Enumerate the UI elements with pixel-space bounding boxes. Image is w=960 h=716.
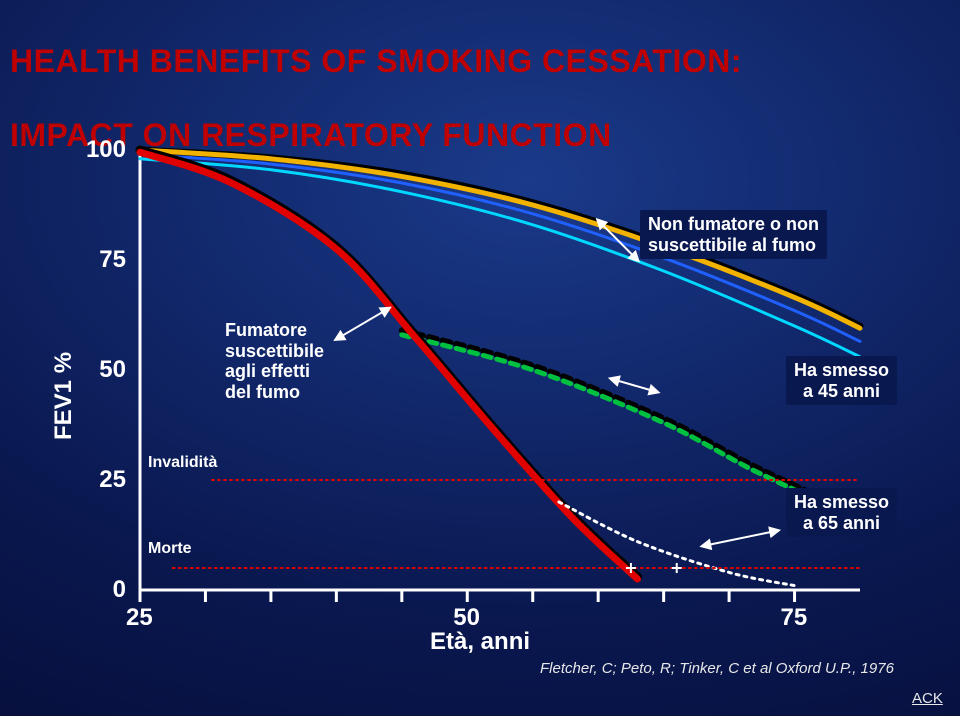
x-tick-25: 25 [126,604,153,632]
y-tick-25: 25 [99,466,126,494]
arrow-stopped45-arrow [611,379,657,392]
annotation-morte: Morte [148,540,192,558]
annotation-stopped-45: Ha smesso a 45 anni [786,356,897,405]
y-tick-50: 50 [99,356,126,384]
arrow-smoker-arrow [336,308,388,339]
y-tick-0: 0 [113,576,126,604]
arrow-stopped65-arrow [703,531,778,546]
annotation-smoker: Fumatore suscettibile agli effetti del f… [225,320,324,403]
series-smoker [140,152,637,579]
y-tick-75: 75 [99,246,126,274]
ack-link[interactable]: ACK [912,690,943,707]
citation-text: Fletcher, C; Peto, R; Tinker, C et al Ox… [540,660,894,677]
y-tick-100: 100 [86,136,126,164]
annotation-non-smoker: Non fumatore o non suscettibile al fumo [640,210,827,259]
annotation-invalidita: Invalidità [148,454,217,472]
annotation-stopped-65: Ha smesso a 65 anni [786,488,897,537]
x-tick-75: 75 [781,604,808,632]
x-axis-label: Età, anni [430,628,530,656]
